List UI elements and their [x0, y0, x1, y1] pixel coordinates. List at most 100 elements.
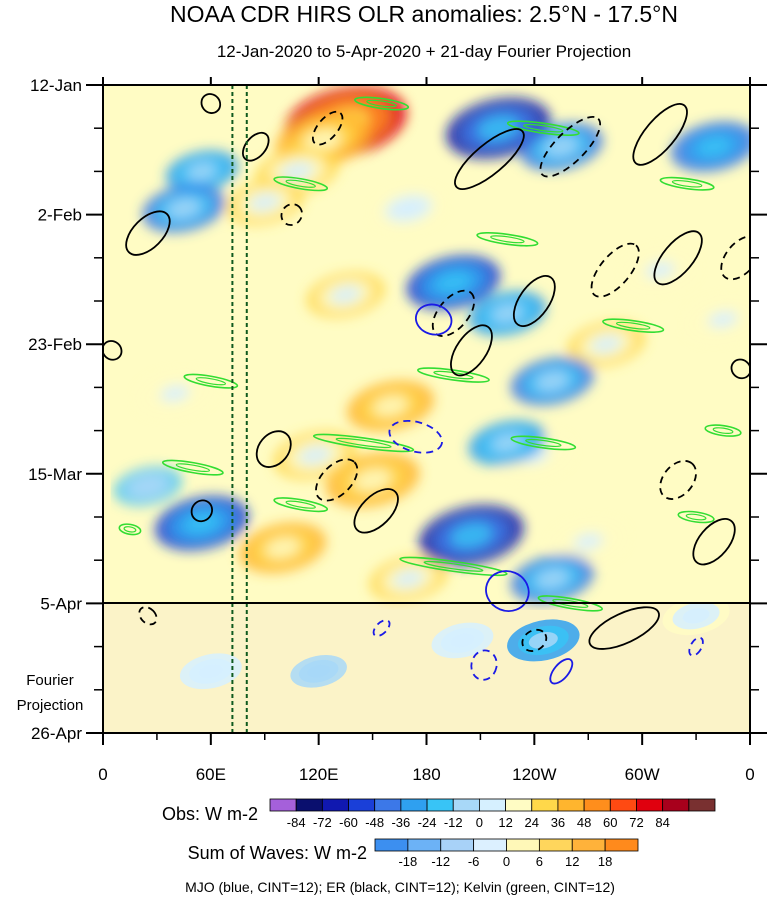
wave-colorbar-swatch: [473, 838, 507, 852]
wave-colorbar-swatch: [604, 838, 639, 852]
obs-colorbar-tick: -72: [313, 815, 332, 830]
obs-colorbar-swatch: [426, 798, 454, 812]
anomaly-blob: [535, 371, 569, 391]
er-contour: [315, 458, 359, 502]
obs-colorbar-tick: -84: [287, 815, 306, 830]
anomaly-blob: [573, 533, 603, 551]
kelvin-contour-inner: [552, 598, 589, 608]
wave-colorbar-tick: 0: [503, 854, 510, 869]
wave-colorbar-swatch: [571, 838, 606, 852]
er-contour: [103, 340, 123, 361]
x-tick-label: 120W: [512, 765, 556, 784]
anomaly-blob: [450, 523, 493, 548]
wave-colorbar-label: Sum of Waves: W m-2: [188, 843, 367, 863]
anomaly-blob: [708, 311, 738, 328]
kelvin-contour: [399, 556, 508, 577]
x-tick-label: 0: [745, 765, 754, 784]
wave-colorbar-swatch: [506, 838, 540, 852]
anomaly-blob: [544, 137, 578, 157]
kelvin-contour: [118, 523, 142, 536]
anomaly-blob: [535, 569, 569, 589]
kelvin-contour: [354, 96, 410, 111]
er-contour: [521, 628, 548, 652]
mjo-contour: [388, 419, 443, 454]
obs-colorbar-tick: 12: [498, 815, 512, 830]
obs-colorbar-swatch: [636, 798, 664, 812]
mjo-contour: [485, 570, 530, 612]
kelvin-contour-inner: [671, 179, 703, 188]
er-contour: [353, 488, 399, 534]
er-contour: [590, 242, 640, 298]
y-tick-label: 2-Feb: [38, 206, 82, 225]
mjo-contour: [549, 658, 574, 685]
er-contour: [138, 606, 158, 626]
obs-colorbar-tick: 48: [577, 815, 591, 830]
wave-colorbar-swatch: [538, 838, 573, 852]
er-contour: [200, 93, 222, 114]
obs-colorbar-swatch: [400, 798, 428, 812]
kelvin-contour: [476, 232, 539, 247]
y-tick-label: 26-Apr: [31, 724, 82, 743]
wave-colorbar-tick: -18: [398, 854, 417, 869]
kelvin-contour-inner: [712, 427, 734, 435]
kelvin-contour: [161, 459, 224, 476]
x-tick-label: 60W: [625, 765, 660, 784]
chart-title: NOAA CDR HIRS OLR anomalies: 2.5°N - 17.…: [170, 1, 678, 27]
kelvin-contour-inner: [335, 437, 392, 449]
kelvin-contour: [273, 176, 329, 192]
reference-lines: [231, 85, 248, 733]
er-contour: [653, 230, 703, 286]
kelvin-contour: [417, 367, 490, 383]
y-tick-label: 5-Apr: [40, 594, 82, 613]
obs-colorbar-tick: -36: [391, 815, 410, 830]
kelvin-contour-inner: [525, 438, 562, 448]
obs-colorbar-swatch: [452, 798, 480, 812]
anomaly-blob: [265, 537, 301, 558]
anomaly-blob: [434, 271, 473, 294]
obs-colorbar-swatch: [321, 798, 349, 812]
wave-colorbar-tick: 6: [536, 854, 543, 869]
anomaly-blob: [395, 200, 422, 217]
obs-colorbar: Obs: W m-2 -84 -72 -60 -48 -36 -24 -12 0 12 24 36 4…: [162, 798, 716, 830]
er-contour: [730, 358, 750, 380]
kelvin-contour: [273, 497, 329, 513]
wave-contours: [103, 93, 750, 685]
y-tick-label: 12-Jan: [30, 76, 82, 95]
anomaly-blob: [373, 395, 408, 416]
obs-colorbar-label: Obs: W m-2: [162, 804, 258, 824]
obs-colorbar-tick: -60: [339, 815, 358, 830]
chart-subtitle: 12-Jan-2020 to 5-Apr-2020 + 21-day Fouri…: [217, 42, 631, 61]
mjo-contour: [470, 649, 498, 681]
wave-colorbar-tick: 12: [565, 854, 579, 869]
anomaly-blob: [450, 633, 475, 648]
er-contour: [280, 203, 303, 226]
kelvin-contour-inner: [366, 99, 397, 108]
er-contour: [512, 275, 556, 327]
anomaly-blob: [160, 385, 190, 402]
obs-colorbar-tick: -12: [444, 815, 463, 830]
anomaly-blob: [298, 445, 332, 465]
anomaly-blob: [280, 161, 314, 182]
er-contour: [242, 131, 270, 162]
kelvin-contour: [704, 424, 742, 437]
wave-colorbar-tick: 18: [598, 854, 612, 869]
anomaly-blob: [491, 433, 523, 452]
kelvin-contour-inner: [685, 513, 707, 521]
er-contour: [588, 606, 660, 650]
kelvin-contour-inner: [195, 377, 227, 386]
obs-colorbar-tick: 60: [603, 815, 617, 830]
obs-colorbar-swatch: [688, 798, 716, 812]
er-contour: [632, 103, 688, 166]
obs-colorbar-swatch: [295, 798, 323, 812]
obs-colorbar-swatch: [374, 798, 402, 812]
kelvin-contour: [506, 120, 580, 136]
er-contour: [125, 210, 171, 256]
anomaly-blob: [187, 162, 217, 180]
kelvin-contour-inner: [175, 463, 211, 473]
obs-colorbar-tick: -24: [418, 815, 437, 830]
anomaly-blob: [353, 469, 392, 491]
wave-colorbar-tick: -12: [431, 854, 450, 869]
obs-colorbar-swatch: [269, 798, 297, 812]
kelvin-contour-inner: [615, 321, 651, 330]
